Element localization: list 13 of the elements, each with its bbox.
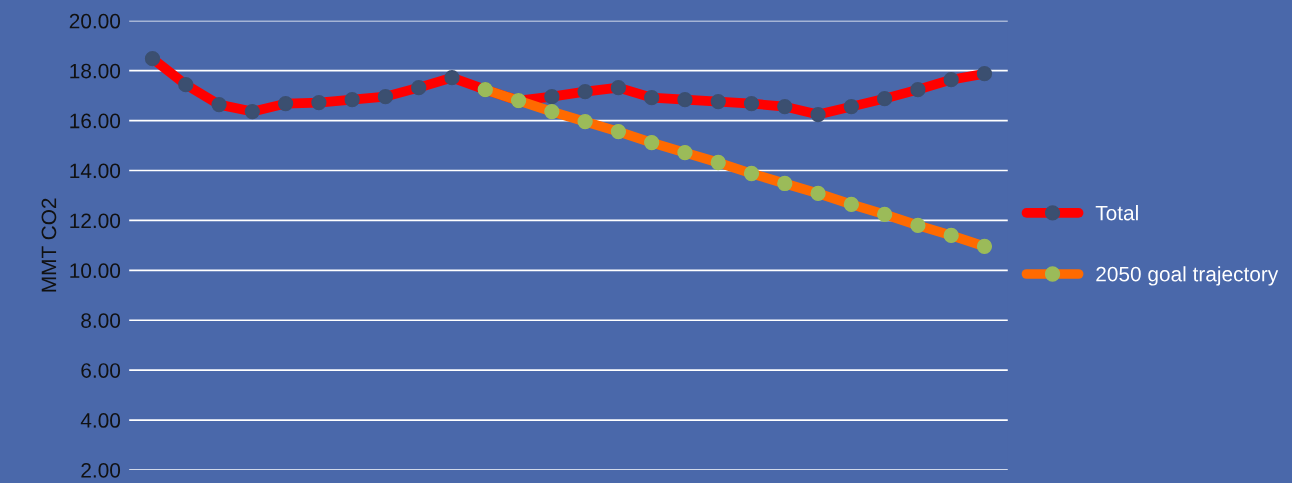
y-tick-label: 16.00 [70, 113, 121, 129]
y-tick-label: 12.00 [70, 213, 121, 229]
y-axis-title: MMT CO2 [41, 198, 57, 292]
legend-label: Total [1095, 205, 1138, 221]
legend-label: 2050 goal trajectory [1096, 266, 1279, 286]
y-tick-label: 2.00 [81, 462, 121, 478]
y-tick-label: 6.00 [81, 363, 121, 378]
y-tick-label: 18.00 [70, 63, 121, 79]
y-tick-label: 8.00 [81, 313, 121, 328]
y-tick-label: 14.00 [70, 163, 121, 179]
y-tick-label: 10.00 [70, 263, 121, 279]
y-tick-label: 4.00 [80, 413, 121, 428]
y-tick-label: 20.00 [69, 13, 121, 29]
